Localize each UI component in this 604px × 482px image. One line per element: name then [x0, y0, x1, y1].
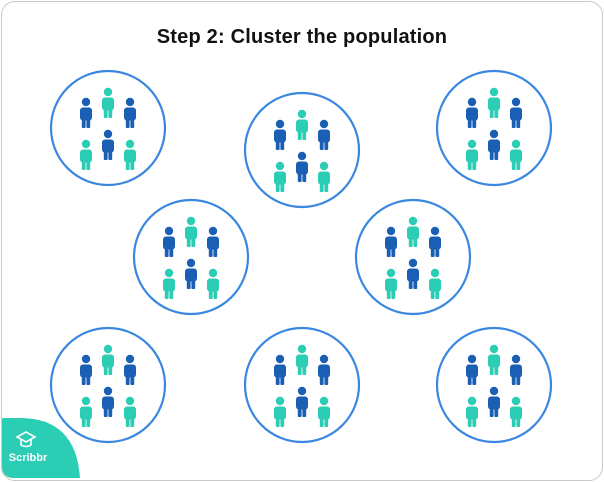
- person-icon: [429, 226, 441, 257]
- person-icon: [296, 344, 308, 375]
- person-icon: [318, 161, 330, 192]
- person-icon: [207, 226, 219, 257]
- person-icon: [80, 396, 92, 427]
- person-icon: [185, 216, 197, 247]
- cluster: [243, 326, 361, 444]
- cluster: [49, 69, 167, 187]
- person-icon: [510, 354, 522, 385]
- person-icon: [510, 139, 522, 170]
- person-icon: [296, 109, 308, 140]
- person-icon: [466, 354, 478, 385]
- person-icon: [185, 258, 197, 289]
- person-icon: [407, 258, 419, 289]
- person-icon: [488, 87, 500, 118]
- diagram-title: Step 2: Cluster the population: [156, 26, 448, 48]
- cluster: [435, 326, 553, 444]
- cluster: [435, 69, 553, 187]
- person-icon: [124, 139, 136, 170]
- cluster: [49, 326, 167, 444]
- person-icon: [102, 344, 114, 375]
- scribbr-logo: [2, 418, 80, 478]
- person-icon: [318, 396, 330, 427]
- logo-badge: [2, 418, 80, 478]
- person-icon: [124, 354, 136, 385]
- person-icon: [163, 268, 175, 299]
- cluster-circle: [243, 91, 361, 209]
- person-icon: [102, 87, 114, 118]
- person-icon: [466, 139, 478, 170]
- graduation-cap-icon: [15, 431, 37, 448]
- person-icon: [318, 354, 330, 385]
- logo-label: Scribbr: [8, 452, 48, 464]
- person-icon: [488, 344, 500, 375]
- cluster-circle: [49, 326, 167, 444]
- person-icon: [385, 226, 397, 257]
- person-icon: [407, 216, 419, 247]
- person-icon: [274, 161, 286, 192]
- person-icon: [488, 386, 500, 417]
- cluster-circle: [435, 69, 553, 187]
- person-icon: [80, 97, 92, 128]
- person-icon: [207, 268, 219, 299]
- person-icon: [385, 268, 397, 299]
- person-icon: [124, 396, 136, 427]
- cluster: [354, 198, 472, 316]
- person-icon: [102, 386, 114, 417]
- person-icon: [466, 97, 478, 128]
- person-icon: [296, 386, 308, 417]
- person-icon: [510, 97, 522, 128]
- person-icon: [466, 396, 478, 427]
- cluster-circle: [243, 326, 361, 444]
- person-icon: [274, 119, 286, 150]
- person-icon: [429, 268, 441, 299]
- person-icon: [318, 119, 330, 150]
- cluster-circle: [132, 198, 250, 316]
- cluster: [243, 91, 361, 209]
- person-icon: [124, 97, 136, 128]
- person-icon: [163, 226, 175, 257]
- cluster-circle: [354, 198, 472, 316]
- cluster-circle: [435, 326, 553, 444]
- person-icon: [296, 151, 308, 182]
- person-icon: [274, 354, 286, 385]
- person-icon: [80, 354, 92, 385]
- person-icon: [80, 139, 92, 170]
- person-icon: [102, 129, 114, 160]
- cluster-circle: [49, 69, 167, 187]
- person-icon: [510, 396, 522, 427]
- person-icon: [488, 129, 500, 160]
- cluster: [132, 198, 250, 316]
- person-icon: [274, 396, 286, 427]
